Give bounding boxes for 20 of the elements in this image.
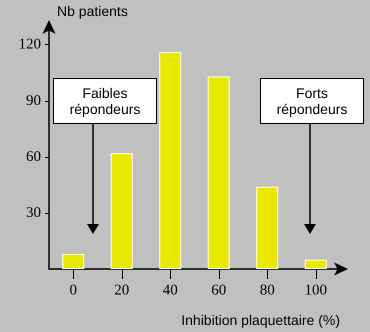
- y-tick-label: 90: [26, 92, 41, 109]
- bar: [256, 186, 278, 269]
- y-axis-title: Nb patients: [57, 3, 128, 19]
- x-tick-label: 0: [70, 282, 77, 298]
- annotation: Forts répondeurs: [260, 78, 364, 124]
- annotation: Faibles répondeurs: [53, 78, 157, 124]
- x-tick-label: 80: [260, 282, 275, 298]
- x-tick-label: 20: [114, 282, 130, 298]
- bar: [208, 76, 230, 269]
- x-tick-label: 40: [162, 282, 178, 298]
- bar: [62, 254, 84, 269]
- y-tick-label: 120: [18, 36, 41, 53]
- x-axis-title: Inhibition plaquettaire (%): [181, 312, 340, 328]
- y-tick-label: 30: [26, 204, 41, 221]
- x-tick-label: 100: [304, 282, 327, 298]
- y-tick-label: 60: [26, 148, 41, 165]
- bar: [159, 52, 182, 269]
- bar: [110, 153, 133, 269]
- bar: [304, 260, 327, 269]
- x-tick-label: 60: [211, 282, 226, 298]
